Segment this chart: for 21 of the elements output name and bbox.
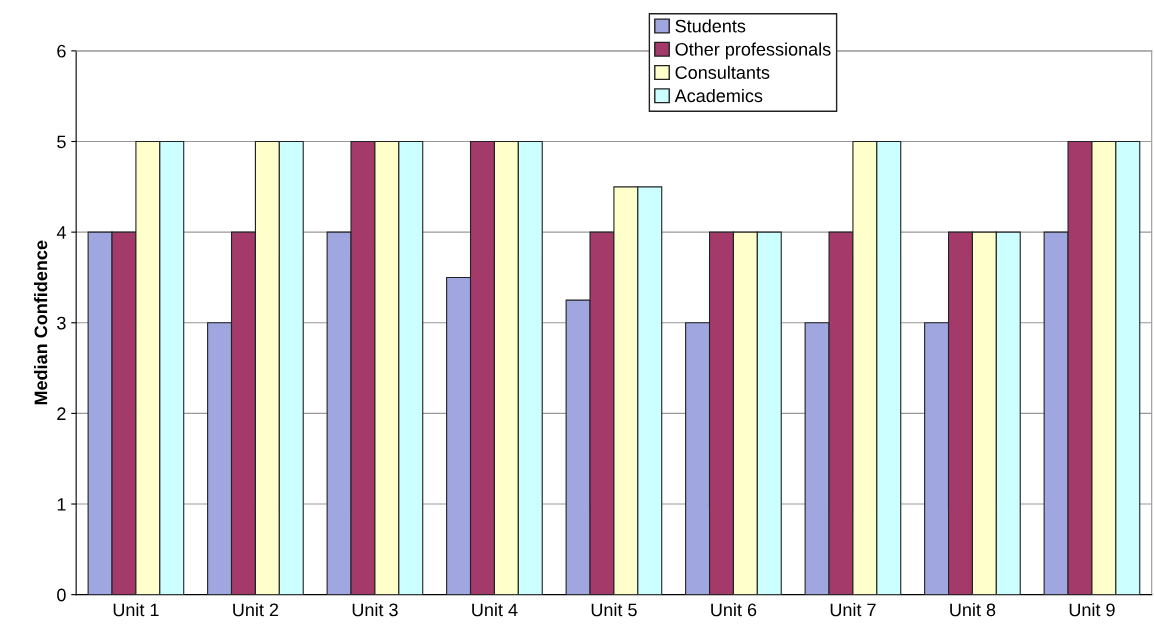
x-tick-label: Unit 6: [711, 602, 757, 617]
legend-label: Academics: [674, 88, 763, 103]
y-tick-label: 5: [57, 135, 66, 149]
y-tick-label: 6: [57, 44, 66, 58]
x-tick-label: Unit 8: [950, 602, 996, 617]
y-axis-title: Median Confidence: [34, 240, 48, 405]
y-tick-label: 1: [57, 498, 66, 511]
x-tick-label: Unit 7: [830, 602, 876, 617]
x-tick-label: Unit 5: [591, 602, 637, 617]
y-tick-label: 0: [57, 588, 66, 602]
x-tick-label: Unit 1: [113, 602, 159, 617]
x-tick-label: Unit 3: [352, 602, 398, 617]
y-tick-label: 2: [57, 407, 66, 420]
x-tick-label: Unit 4: [472, 602, 518, 617]
y-tick-label: 3: [57, 316, 66, 330]
legend-label: Other professionals: [675, 42, 831, 60]
legend-label: Consultants: [675, 65, 770, 79]
x-tick-label: Unit 9: [1069, 602, 1115, 617]
y-tick-label: 4: [56, 226, 66, 239]
legend-label: Students: [675, 19, 746, 33]
x-tick-label: Unit 2: [233, 602, 279, 617]
